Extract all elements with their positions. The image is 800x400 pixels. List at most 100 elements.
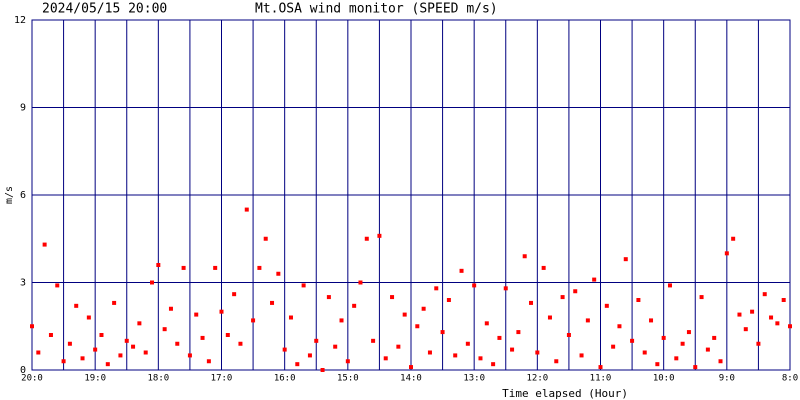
x-tick-label: 14:0 — [400, 374, 422, 384]
data-point — [421, 306, 426, 311]
data-point — [118, 353, 123, 358]
data-point — [181, 265, 186, 270]
data-point — [137, 321, 142, 326]
x-tick-label: 9:0 — [719, 374, 735, 384]
y-axis-label: m/s — [4, 186, 15, 204]
data-point — [478, 356, 483, 361]
data-point — [465, 341, 470, 346]
data-point — [503, 286, 508, 291]
data-point — [516, 330, 521, 335]
data-point — [244, 207, 249, 212]
data-point — [560, 295, 565, 300]
data-point — [453, 353, 458, 358]
data-point — [756, 341, 761, 346]
data-point — [409, 365, 413, 370]
data-point — [535, 350, 540, 355]
data-point — [42, 242, 47, 247]
data-point — [320, 368, 325, 372]
data-point — [162, 327, 167, 332]
data-point — [301, 283, 306, 288]
data-point — [750, 309, 755, 314]
data-point — [541, 265, 546, 270]
data-point — [762, 292, 767, 297]
data-point — [251, 318, 256, 323]
date-label: 2024/05/15 20:00 — [42, 2, 167, 17]
x-tick-label: 10:0 — [653, 374, 675, 384]
data-point — [150, 280, 155, 285]
data-point — [67, 341, 72, 346]
data-point — [788, 324, 792, 329]
data-point — [491, 362, 496, 367]
data-point — [371, 338, 376, 343]
data-point — [661, 335, 666, 340]
y-tick-label: 9 — [20, 103, 26, 114]
data-point — [36, 350, 41, 355]
x-axis-label: Time elapsed (Hour) — [502, 387, 628, 400]
data-point — [282, 347, 287, 352]
data-point — [238, 341, 243, 346]
y-tick-label: 6 — [20, 190, 26, 201]
x-tick-label: 11:0 — [590, 374, 612, 384]
data-point — [598, 365, 603, 370]
x-tick-label: 18:0 — [147, 374, 169, 384]
data-point — [86, 315, 91, 320]
data-point — [326, 295, 331, 300]
data-point — [307, 353, 312, 358]
data-point — [693, 365, 698, 370]
data-point — [339, 318, 344, 323]
data-point — [686, 330, 691, 335]
x-tick-label: 8:0 — [782, 374, 798, 384]
data-point — [724, 251, 729, 256]
data-point — [737, 312, 742, 317]
data-point — [674, 356, 679, 361]
data-point — [55, 283, 60, 288]
data-point — [781, 298, 786, 302]
data-point — [358, 280, 363, 285]
data-point — [484, 321, 489, 326]
data-point — [30, 324, 34, 329]
data-point — [459, 268, 464, 273]
y-tick-label: 0 — [20, 365, 26, 376]
data-point — [168, 306, 173, 311]
data-point — [472, 283, 477, 288]
x-tick-label: 12:0 — [526, 374, 548, 384]
data-point — [547, 315, 552, 320]
data-point — [131, 344, 136, 349]
data-point — [112, 300, 117, 305]
data-point — [61, 359, 66, 364]
data-point — [446, 298, 451, 302]
y-tick-label: 12 — [14, 15, 26, 26]
data-point — [295, 362, 300, 367]
data-point — [667, 283, 672, 288]
data-point — [345, 359, 350, 364]
data-point — [617, 324, 622, 329]
data-point — [99, 333, 104, 337]
data-point — [200, 335, 205, 340]
data-point — [630, 338, 635, 343]
data-point — [604, 303, 609, 308]
data-point — [699, 295, 704, 300]
data-point — [743, 327, 748, 332]
x-tick-label: 16:0 — [274, 374, 296, 384]
data-point — [270, 300, 275, 305]
x-tick-label: 17:0 — [211, 374, 233, 384]
data-point — [623, 257, 628, 262]
data-point — [48, 333, 53, 337]
data-point — [731, 236, 736, 241]
data-point — [364, 236, 369, 241]
x-tick-label: 20:0 — [21, 374, 43, 384]
data-point — [554, 359, 559, 364]
data-point — [213, 265, 218, 270]
y-tick-label: 3 — [20, 278, 26, 289]
data-point — [257, 265, 262, 270]
data-point — [314, 338, 319, 343]
data-point — [642, 350, 647, 355]
data-point — [93, 347, 98, 352]
data-point — [440, 330, 445, 335]
data-point — [377, 233, 382, 238]
data-point — [427, 350, 432, 355]
data-point — [510, 347, 515, 352]
data-point — [396, 344, 401, 349]
